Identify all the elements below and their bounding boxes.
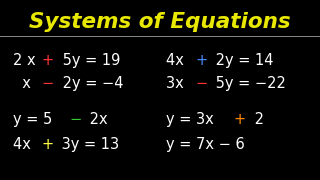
Text: −: − [42, 76, 54, 91]
Text: y = 3x: y = 3x [166, 112, 219, 127]
Text: 4x: 4x [166, 53, 189, 68]
Text: 2 x: 2 x [13, 53, 36, 68]
Text: +: + [42, 53, 54, 68]
Text: 2y = 14: 2y = 14 [211, 53, 274, 68]
Text: x: x [13, 76, 35, 91]
Text: 2y = −4: 2y = −4 [58, 76, 123, 91]
Text: Systems of Equations: Systems of Equations [29, 12, 291, 32]
Text: −: − [69, 112, 82, 127]
Text: y = 7x − 6: y = 7x − 6 [166, 137, 245, 152]
Text: 5y = −22: 5y = −22 [211, 76, 286, 91]
Text: +: + [42, 137, 54, 152]
Text: 3y = 13: 3y = 13 [58, 137, 120, 152]
Text: 3x: 3x [166, 76, 189, 91]
Text: −: − [195, 76, 208, 91]
Text: 2x: 2x [85, 112, 108, 127]
Text: y = 5: y = 5 [13, 112, 57, 127]
Text: 5y = 19: 5y = 19 [58, 53, 120, 68]
Text: +: + [196, 53, 208, 68]
Text: +: + [234, 112, 246, 127]
Text: 2: 2 [250, 112, 264, 127]
Text: 4x: 4x [13, 137, 35, 152]
